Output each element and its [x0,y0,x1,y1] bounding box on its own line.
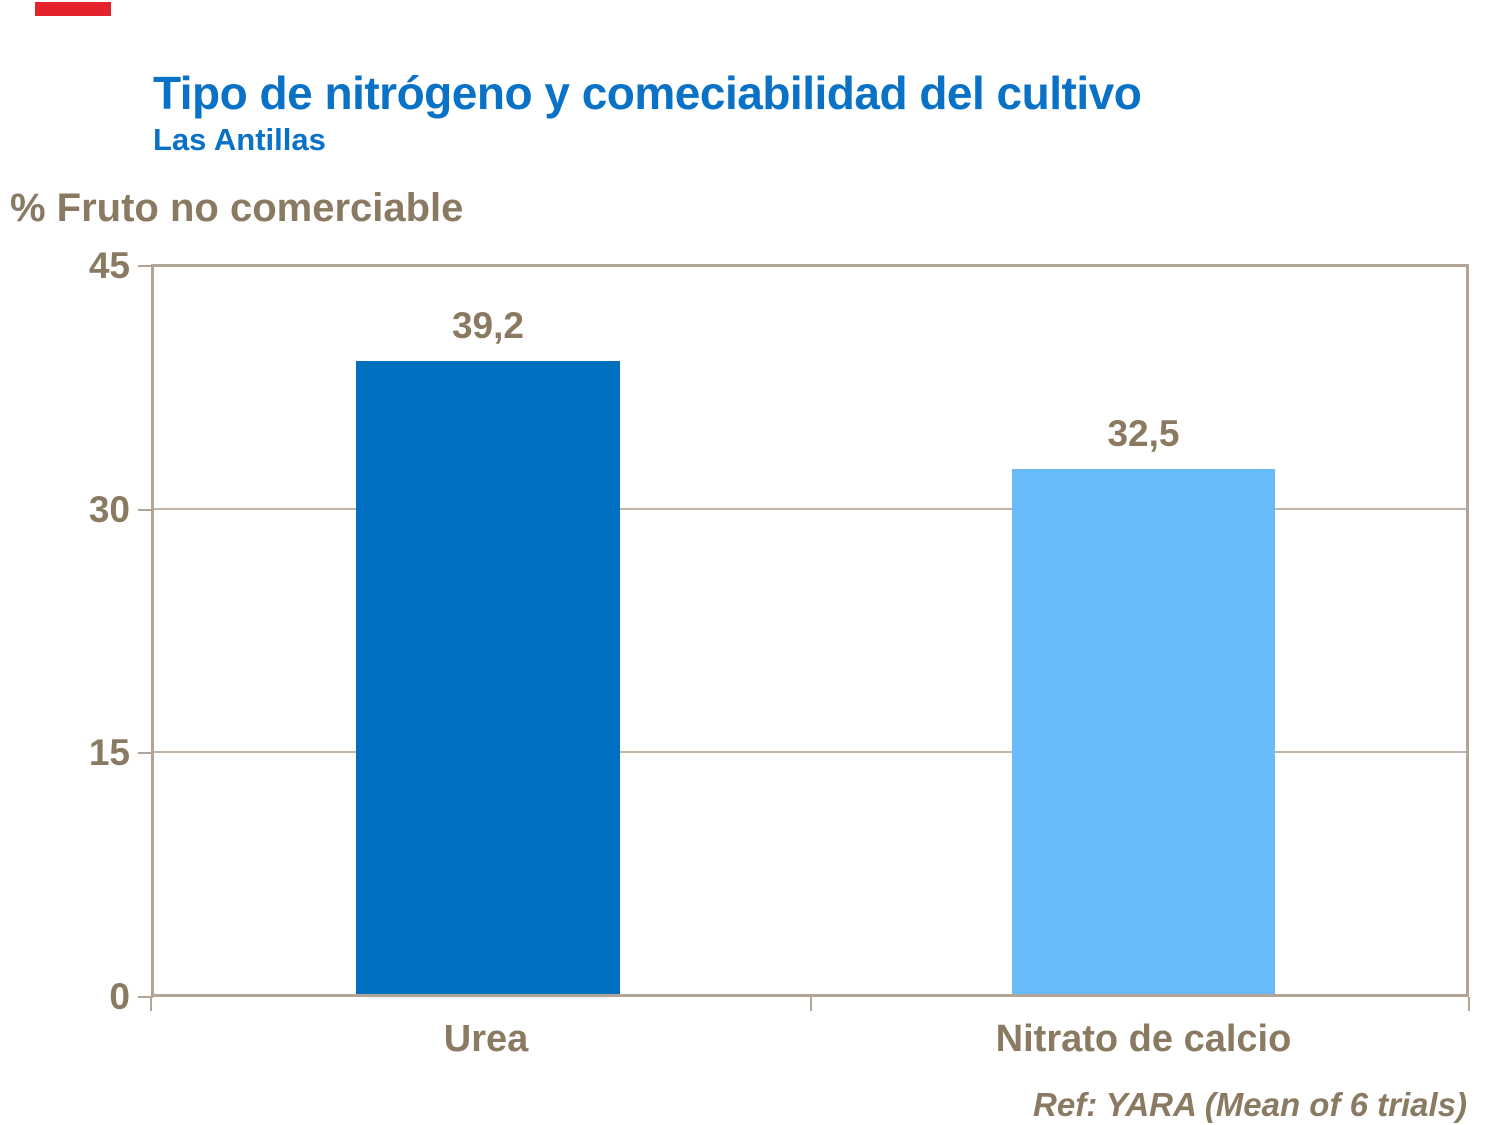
bar-nitrato-de-calcio [1012,468,1275,994]
x-category-label-urea: Urea [443,1018,529,1060]
y-tick-mark [138,509,153,511]
chart-title: Tipo de nitrógeno y comeciabilidad del c… [153,67,1142,119]
x-tick-mark [810,997,812,1011]
y-tick-mark [138,752,153,754]
red-corner-decoration [35,2,111,16]
y-tick-label-45: 45 [88,245,130,286]
y-tick-mark [138,996,153,998]
plot-area: 39,2 32,5 [151,264,1469,997]
y-tick-label-30: 30 [88,489,130,530]
x-tick-mark [1468,997,1470,1011]
gridline-30 [154,508,1466,511]
y-axis-title: % Fruto no comerciable [10,186,464,230]
bar-urea [356,360,620,994]
gridline-15 [154,750,1466,753]
reference-note: Ref: YARA (Mean of 6 trials) [1033,1086,1467,1123]
y-tick-label-0: 0 [109,976,130,1017]
x-tick-mark [150,997,152,1011]
chart-subtitle: Las Antillas [153,122,326,157]
bar-value-urea: 39,2 [451,304,524,346]
bar-column-nitrato: 32,5 [1012,267,1275,994]
bar-value-nitrato: 32,5 [1107,412,1180,454]
bar-column-urea: 39,2 [356,267,620,994]
x-category-label-nitrato: Nitrato de calcio [995,1018,1292,1060]
y-tick-label-15: 15 [88,732,130,773]
y-tick-mark [138,265,153,267]
